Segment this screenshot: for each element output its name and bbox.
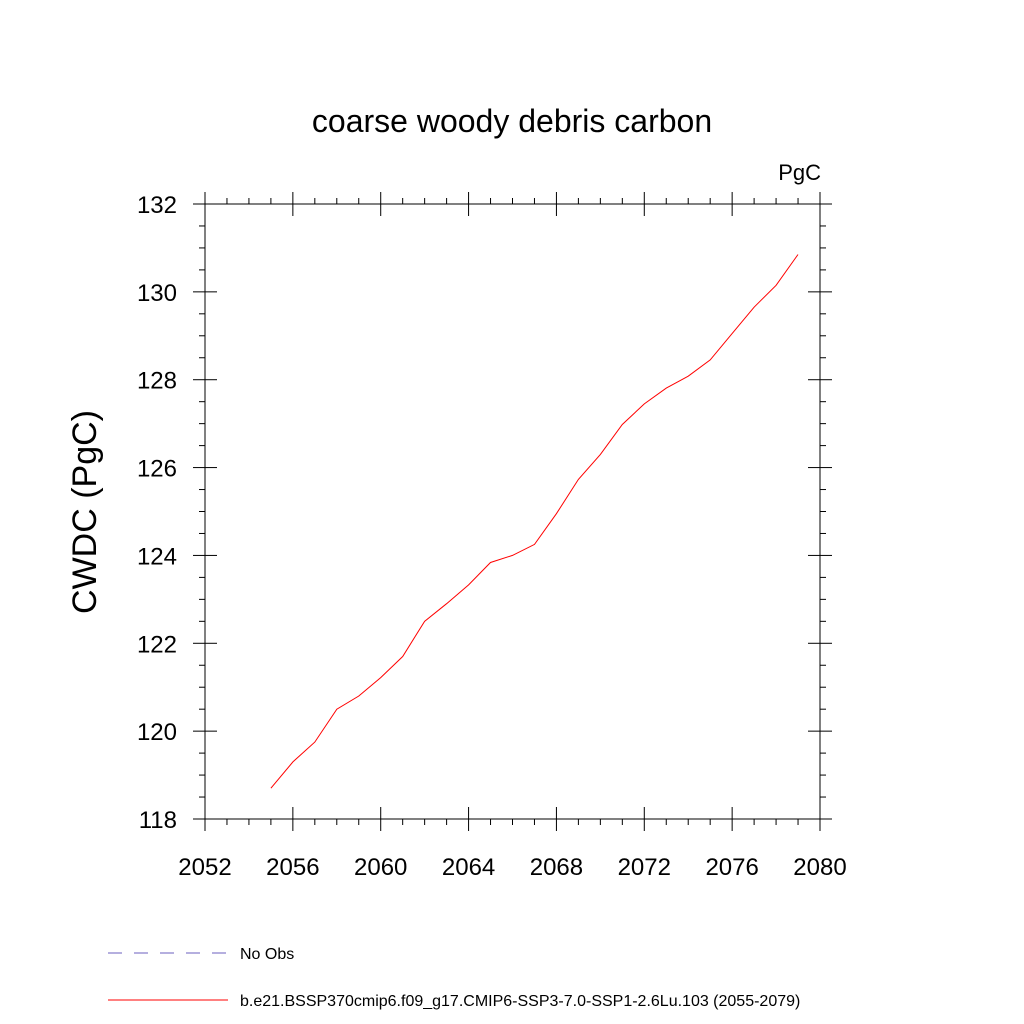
x-tick-label: 2068 (530, 854, 583, 881)
legend-label: b.e21.BSSP370cmip6.f09_g17.CMIP6-SSP3-7.… (240, 993, 800, 1010)
y-tick-label: 118 (139, 807, 177, 834)
legend: No Obs b.e21.BSSP370cmip6.f09_g17.CMIP6-S… (108, 946, 800, 1010)
series-layer (270, 254, 799, 789)
y-tick-label: 120 (137, 719, 177, 746)
axis-ticks (193, 192, 832, 831)
y-tick-label: 124 (137, 543, 177, 570)
y-axis-label: CWDC (PgC) (66, 410, 104, 614)
series-line (270, 254, 799, 789)
legend-label: No Obs (240, 946, 294, 963)
x-tick-label: 2060 (354, 854, 407, 881)
x-tick-label: 2080 (793, 854, 846, 881)
x-tick-label: 2056 (266, 854, 319, 881)
axis-tick-labels: 2052 2056 2060 2064 2068 2072 2076 2080 118 120 12… (137, 192, 847, 881)
x-tick-label: 2064 (442, 854, 495, 881)
y-tick-label: 130 (137, 280, 177, 307)
y-tick-label: 128 (137, 368, 177, 395)
y-tick-label: 132 (137, 192, 177, 219)
chart-title: coarse woody debris carbon (312, 103, 712, 139)
y-tick-label: 126 (137, 456, 177, 483)
y-tick-label: 122 (137, 631, 177, 658)
x-tick-label: 2052 (178, 854, 231, 881)
units-label: PgC (778, 160, 821, 185)
plot-frame (204, 203, 821, 820)
x-tick-label: 2072 (618, 854, 671, 881)
x-tick-label: 2076 (705, 854, 758, 881)
